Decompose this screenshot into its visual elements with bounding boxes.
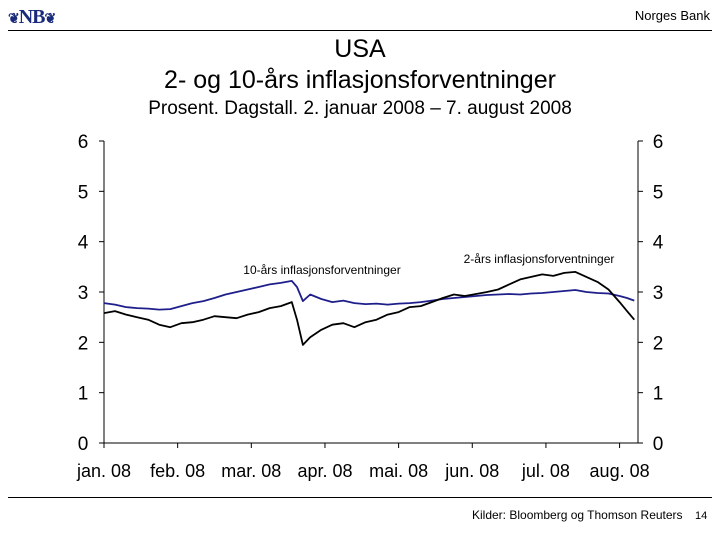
series-layer: [103, 270, 635, 346]
y-tick-label-left: 1: [78, 384, 89, 405]
series-line-2-year: [103, 270, 635, 346]
y-tick-label-right: 5: [653, 182, 664, 203]
chart-subtitle: Prosent. Dagstall. 2. januar 2008 – 7. a…: [148, 98, 572, 119]
series-line-10-year: [103, 279, 635, 311]
x-tick-label: mai. 08: [369, 461, 428, 481]
logo-text: NB: [18, 6, 46, 28]
header-divider: [8, 30, 712, 31]
x-tick-label: jun. 08: [444, 461, 499, 481]
series-label-2-year: 2-års inflasjonsforventninger: [464, 252, 615, 266]
y-tick-label-right: 4: [653, 233, 664, 254]
lion-emblem-icon-right: ❦: [44, 12, 57, 27]
y-tick-label-right: 6: [653, 132, 664, 153]
x-tick-label: jul. 08: [521, 461, 570, 481]
y-tick-label-right: 3: [653, 283, 664, 304]
x-tick-label: feb. 08: [150, 461, 205, 481]
x-tick-label: mar. 08: [221, 461, 281, 481]
y-tick-label-right: 0: [653, 434, 664, 455]
y-tick-label-right: 2: [653, 333, 664, 354]
x-tick-label: aug. 08: [590, 461, 650, 481]
lion-emblem-icon: ❦: [8, 12, 20, 27]
page-number: 14: [695, 510, 708, 522]
x-axis: jan. 08 feb. 08 mar. 08 apr. 08 mai. 08 jun. …: [76, 443, 650, 481]
x-tick-label: apr. 08: [297, 461, 352, 481]
y-tick-label-left: 2: [78, 333, 89, 354]
chart-title: USA 2- og 10-års inflasjonsforventninger: [0, 34, 720, 96]
bank-name: Norges Bank: [634, 8, 710, 23]
x-tick-label: jan. 08: [76, 461, 131, 481]
y-tick-label-left: 3: [78, 283, 89, 304]
chart-title-line1: USA: [334, 35, 386, 63]
chart-title-line2: 2- og 10-års inflasjonsforventninger: [164, 66, 556, 94]
footer-divider: [8, 497, 712, 498]
series-label-10-year: 10-års inflasjonsforventninger: [243, 263, 400, 277]
left-y-axis: 0 1 2 3 4 5 6: [78, 132, 104, 455]
y-tick-label-right: 1: [653, 384, 664, 405]
norges-bank-logo: ❦NB❦: [8, 6, 57, 29]
y-tick-label-left: 6: [78, 132, 89, 153]
right-y-axis: 0 1 2 3 4 5 6: [638, 132, 664, 455]
source-note: Kilder: Bloomberg og Thomson Reuters: [472, 508, 683, 522]
y-tick-label-left: 4: [78, 233, 89, 254]
series-labels: 10-års inflasjonsforventninger 2-års infl…: [243, 252, 614, 277]
y-tick-label-left: 0: [78, 434, 89, 455]
y-tick-label-left: 5: [78, 182, 89, 203]
